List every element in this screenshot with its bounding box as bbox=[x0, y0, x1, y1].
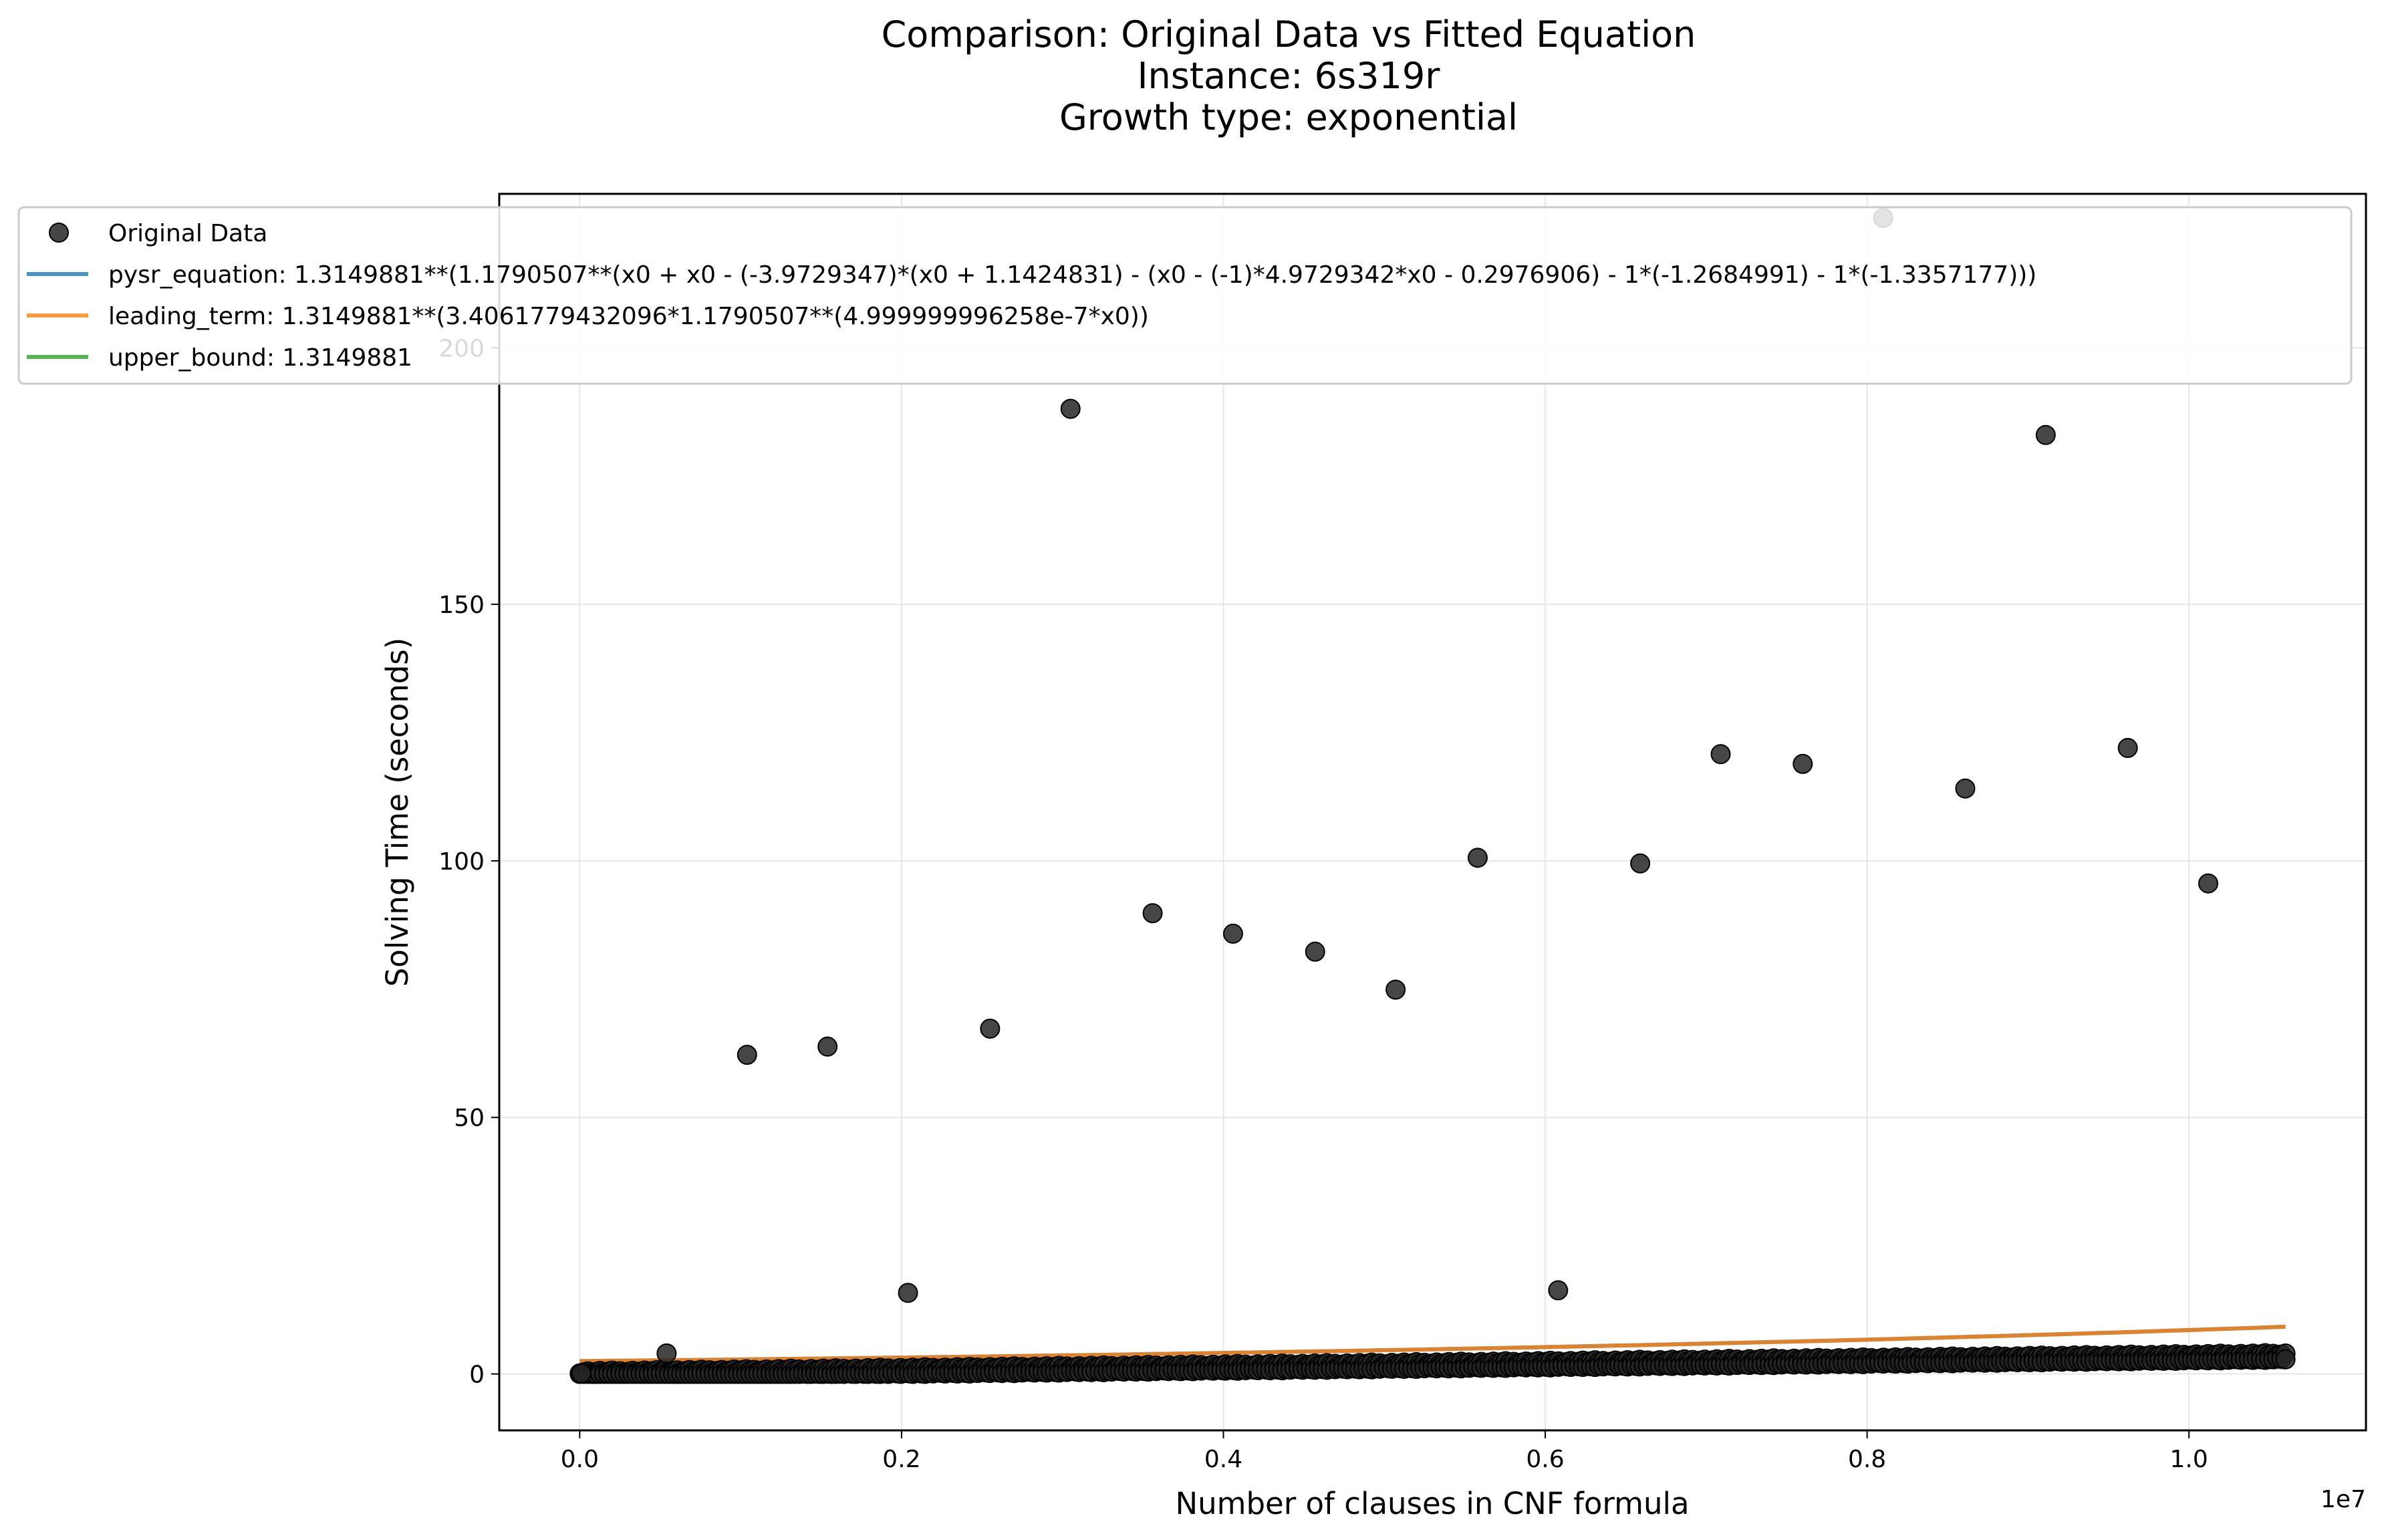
leading-term-line bbox=[579, 1324, 2286, 1364]
y-tick-label: 150 bbox=[438, 592, 485, 619]
legend-label-upper-bound: upper_bound: 1.3149881 bbox=[108, 344, 412, 372]
y-axis-label: Solving Time (seconds) bbox=[380, 638, 415, 987]
data-point bbox=[1467, 848, 1488, 868]
data-point bbox=[1710, 744, 1731, 765]
data-point bbox=[2035, 424, 2056, 445]
data-point bbox=[1385, 979, 1406, 1000]
x-axis-label: Number of clauses in CNF formula bbox=[1175, 1486, 1689, 1521]
data-point bbox=[1630, 853, 1651, 874]
x-tick-label: 1.0 bbox=[2170, 1446, 2208, 1473]
legend-label-original-data: Original Data bbox=[108, 220, 267, 247]
x-tick-label: 0.2 bbox=[882, 1446, 920, 1473]
data-point bbox=[2198, 873, 2219, 894]
data-point bbox=[656, 1343, 677, 1364]
data-point bbox=[1222, 923, 1243, 944]
x-axis-offset-text: 1e7 bbox=[2321, 1486, 2366, 1513]
data-point bbox=[737, 1045, 757, 1065]
legend-label-pysr-equation: pysr_equation: 1.3149881**(1.1790507**(x… bbox=[108, 261, 2036, 289]
data-point bbox=[1060, 398, 1081, 419]
x-tick-label: 0.6 bbox=[1526, 1446, 1564, 1473]
data-point bbox=[2117, 738, 2138, 759]
x-tick-label: 0.4 bbox=[1204, 1446, 1242, 1473]
chart-title-line-1: Comparison: Original Data vs Fitted Equa… bbox=[882, 13, 1696, 55]
dense-data-points bbox=[569, 1343, 2296, 1384]
chart-title-line-3: Growth type: exponential bbox=[1059, 96, 1518, 138]
data-point bbox=[898, 1283, 918, 1303]
x-axis-ticks: 0.0 0.2 0.4 0.6 0.8 1.0 bbox=[561, 1430, 2208, 1473]
legend-marker-original-data bbox=[49, 223, 69, 243]
data-point-dense bbox=[2275, 1349, 2296, 1370]
data-point bbox=[980, 1018, 1001, 1039]
chart-title-line-2: Instance: 6s319r bbox=[1138, 55, 1441, 97]
data-point bbox=[571, 1363, 591, 1384]
plot-frame bbox=[498, 192, 2367, 1432]
data-point bbox=[1793, 753, 1813, 774]
y-tick-label: 0 bbox=[469, 1362, 485, 1389]
legend-box bbox=[17, 206, 2353, 385]
y-tick-label: 100 bbox=[438, 848, 485, 876]
data-point bbox=[1548, 1280, 1569, 1301]
data-point bbox=[1305, 941, 1325, 962]
x-tick-label: 0.0 bbox=[561, 1446, 599, 1473]
x-tick-label: 0.8 bbox=[1848, 1446, 1886, 1473]
data-point bbox=[817, 1036, 838, 1057]
y-tick-label: 50 bbox=[454, 1105, 485, 1132]
data-point bbox=[1142, 903, 1163, 924]
data-point bbox=[1955, 778, 1976, 799]
data-points bbox=[571, 208, 2219, 1384]
legend: Original Data pysr_equation: 1.3149881**… bbox=[17, 206, 2353, 385]
legend-label-leading-term: leading_term: 1.3149881**(3.406177943209… bbox=[108, 303, 1149, 330]
chart-title: Comparison: Original Data vs Fitted Equa… bbox=[882, 13, 1696, 138]
